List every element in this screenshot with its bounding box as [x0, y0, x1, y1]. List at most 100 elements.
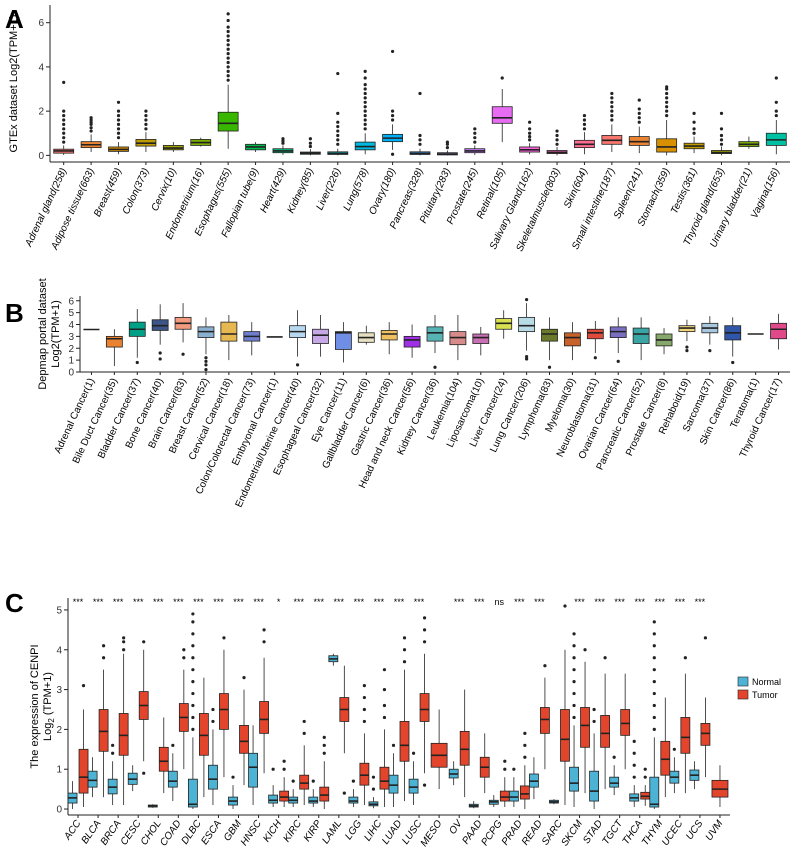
- box: [586, 320, 604, 360]
- box-body: [98, 709, 109, 752]
- box-outlier: [171, 743, 175, 747]
- box-outlier: [774, 100, 778, 104]
- box-tumor: [600, 656, 611, 790]
- box-outlier: [528, 120, 532, 124]
- box-outlier: [281, 141, 285, 145]
- box-outlier: [89, 118, 93, 122]
- box-outlier: [523, 743, 527, 747]
- box-outlier: [226, 29, 230, 34]
- box-outlier: [665, 109, 669, 113]
- box-body: [540, 707, 550, 734]
- box-outlier: [390, 152, 395, 156]
- box: [334, 322, 352, 363]
- box-outlier: [226, 60, 230, 65]
- box-body: [359, 762, 370, 786]
- box-outlier: [363, 113, 367, 118]
- box: [656, 85, 678, 156]
- box-normal: [529, 757, 539, 800]
- box-normal: [448, 761, 459, 786]
- box-outlier: [226, 43, 230, 47]
- box-tumor: [319, 735, 330, 810]
- legend-label-normal: Normal: [752, 677, 781, 687]
- box-outlier: [643, 775, 647, 779]
- box-outlier: [382, 703, 387, 708]
- box-tumor: [399, 636, 410, 802]
- box-outlier: [311, 779, 315, 783]
- box-outlier: [523, 731, 527, 735]
- box-body: [259, 701, 269, 734]
- box-outlier: [692, 131, 696, 135]
- box: [217, 12, 239, 149]
- box: [53, 80, 75, 155]
- significance-label: ***: [233, 597, 244, 607]
- significance-label: ***: [354, 597, 365, 607]
- c-y-tick-label: 0: [56, 805, 62, 816]
- box-outlier: [281, 137, 285, 141]
- box-outlier: [226, 69, 230, 73]
- box-outlier: [191, 715, 195, 720]
- b-y-tick-label: 6: [68, 296, 74, 307]
- box-normal: [689, 761, 700, 790]
- box-outlier: [683, 656, 687, 660]
- box-outlier: [719, 111, 724, 115]
- box-outlier: [708, 349, 712, 353]
- box-outlier: [503, 759, 507, 763]
- box-outlier: [582, 118, 587, 122]
- box-outlier: [572, 691, 576, 696]
- box-outlier: [342, 791, 346, 795]
- box: [655, 328, 673, 355]
- box: [380, 322, 398, 355]
- significance-label: ***: [374, 597, 385, 607]
- box-normal: [127, 765, 138, 792]
- significance-label: ***: [454, 597, 465, 607]
- box-outlier: [685, 345, 689, 349]
- box-body: [312, 328, 329, 344]
- box-outlier: [652, 656, 656, 660]
- box-outlier: [719, 127, 724, 131]
- box-outlier: [774, 76, 778, 80]
- box-outlier: [390, 49, 395, 54]
- box-tumor: [700, 636, 711, 778]
- box-outlier: [563, 604, 567, 608]
- box-outlier: [555, 133, 559, 138]
- box-outlier: [282, 759, 286, 763]
- significance-label: ***: [334, 597, 345, 607]
- box-outlier: [363, 109, 367, 113]
- box-outlier: [191, 691, 195, 696]
- box-outlier: [362, 719, 366, 724]
- box-outlier: [116, 113, 121, 118]
- box-outlier: [226, 34, 230, 38]
- b-y-tick-label: 0: [68, 368, 74, 379]
- box: [472, 326, 490, 356]
- box-outlier: [610, 96, 614, 100]
- box: [162, 142, 184, 153]
- x-tick-label: LGG: [343, 818, 364, 842]
- box-outlier: [322, 751, 326, 755]
- box-body: [408, 778, 419, 794]
- legend-swatch-normal: [737, 676, 749, 687]
- box-outlier: [692, 120, 696, 124]
- box-outlier: [692, 127, 696, 131]
- x-tick-label: ESCA: [199, 818, 224, 847]
- box-outlier: [351, 779, 355, 783]
- box-body: [219, 693, 229, 730]
- box: [609, 317, 627, 363]
- box-outlier: [336, 120, 340, 124]
- box-normal: [569, 632, 579, 808]
- box-tumor: [540, 664, 550, 770]
- c-y-tick-label: 4: [56, 645, 62, 656]
- box-tumor: [138, 640, 149, 775]
- x-tick-label: COAD: [158, 818, 184, 848]
- box-tumor: [620, 673, 631, 770]
- box-outlier: [719, 138, 724, 142]
- box-normal: [268, 767, 279, 808]
- box: [495, 310, 513, 339]
- box-outlier: [62, 127, 66, 131]
- box-outlier: [302, 731, 306, 735]
- box-outlier: [281, 139, 285, 143]
- box-outlier: [652, 680, 656, 684]
- box-outlier: [226, 38, 230, 42]
- box-outlier: [144, 122, 148, 127]
- box-outlier: [632, 763, 636, 767]
- box-outlier: [81, 683, 86, 688]
